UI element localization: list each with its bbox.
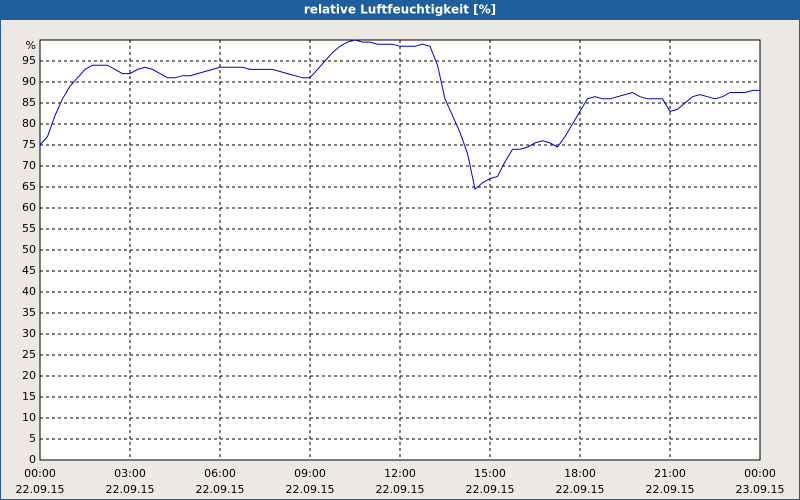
y-tick-label: 70 [22, 159, 36, 172]
y-tick-label: 50 [22, 243, 36, 256]
x-tick-label: 21:00 [654, 467, 686, 480]
y-tick-label: 95 [22, 54, 36, 67]
x-tick-date: 22.09.15 [196, 483, 245, 496]
y-tick-label: 5 [29, 432, 36, 445]
y-tick-label: 80 [22, 117, 36, 130]
y-tick-label: 10 [22, 411, 36, 424]
x-tick-date: 22.09.15 [646, 483, 695, 496]
y-tick-label: 45 [22, 264, 36, 277]
y-tick-label: 55 [22, 222, 36, 235]
x-tick-label: 00:00 [744, 467, 776, 480]
y-tick-label: 20 [22, 369, 36, 382]
x-tick-date: 22.09.15 [286, 483, 335, 496]
x-tick-date: 22.09.15 [556, 483, 605, 496]
y-tick-label: % [26, 39, 36, 52]
y-tick-label: 25 [22, 348, 36, 361]
y-tick-label: 85 [22, 96, 36, 109]
x-tick-label: 06:00 [204, 467, 236, 480]
x-tick-date: 22.09.15 [466, 483, 515, 496]
x-tick-date: 23.09.15 [736, 483, 785, 496]
x-tick-label: 03:00 [114, 467, 146, 480]
y-tick-label: 30 [22, 327, 36, 340]
x-tick-label: 12:00 [384, 467, 416, 480]
y-tick-label: 65 [22, 180, 36, 193]
title-bar [0, 0, 800, 20]
y-tick-label: 75 [22, 138, 36, 151]
y-tick-label: 40 [22, 285, 36, 298]
x-tick-date: 22.09.15 [16, 483, 65, 496]
x-tick-date: 22.09.15 [376, 483, 425, 496]
y-tick-label: 60 [22, 201, 36, 214]
y-tick-label: 90 [22, 75, 36, 88]
chart-title: relative Luftfeuchtigkeit [%] [304, 3, 496, 17]
x-tick-date: 22.09.15 [106, 483, 155, 496]
y-tick-label: 0 [29, 453, 36, 466]
y-tick-label: 35 [22, 306, 36, 319]
x-tick-label: 00:00 [24, 467, 56, 480]
x-tick-label: 09:00 [294, 467, 326, 480]
x-tick-label: 15:00 [474, 467, 506, 480]
x-tick-label: 18:00 [564, 467, 596, 480]
y-tick-label: 15 [22, 390, 36, 403]
data-line [39, 39, 760, 191]
